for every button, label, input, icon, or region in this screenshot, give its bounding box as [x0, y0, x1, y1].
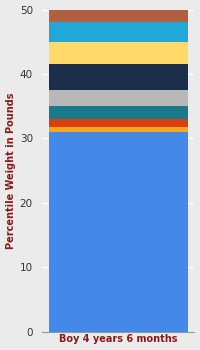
Bar	[49, 127, 188, 132]
Bar	[49, 119, 188, 127]
Bar	[49, 9, 188, 22]
Bar	[49, 22, 188, 42]
Bar	[49, 64, 188, 90]
Bar	[49, 42, 188, 64]
Bar	[49, 132, 188, 332]
Y-axis label: Percentile Weight in Pounds: Percentile Weight in Pounds	[6, 92, 16, 249]
Bar	[49, 90, 188, 106]
Bar	[49, 106, 188, 119]
